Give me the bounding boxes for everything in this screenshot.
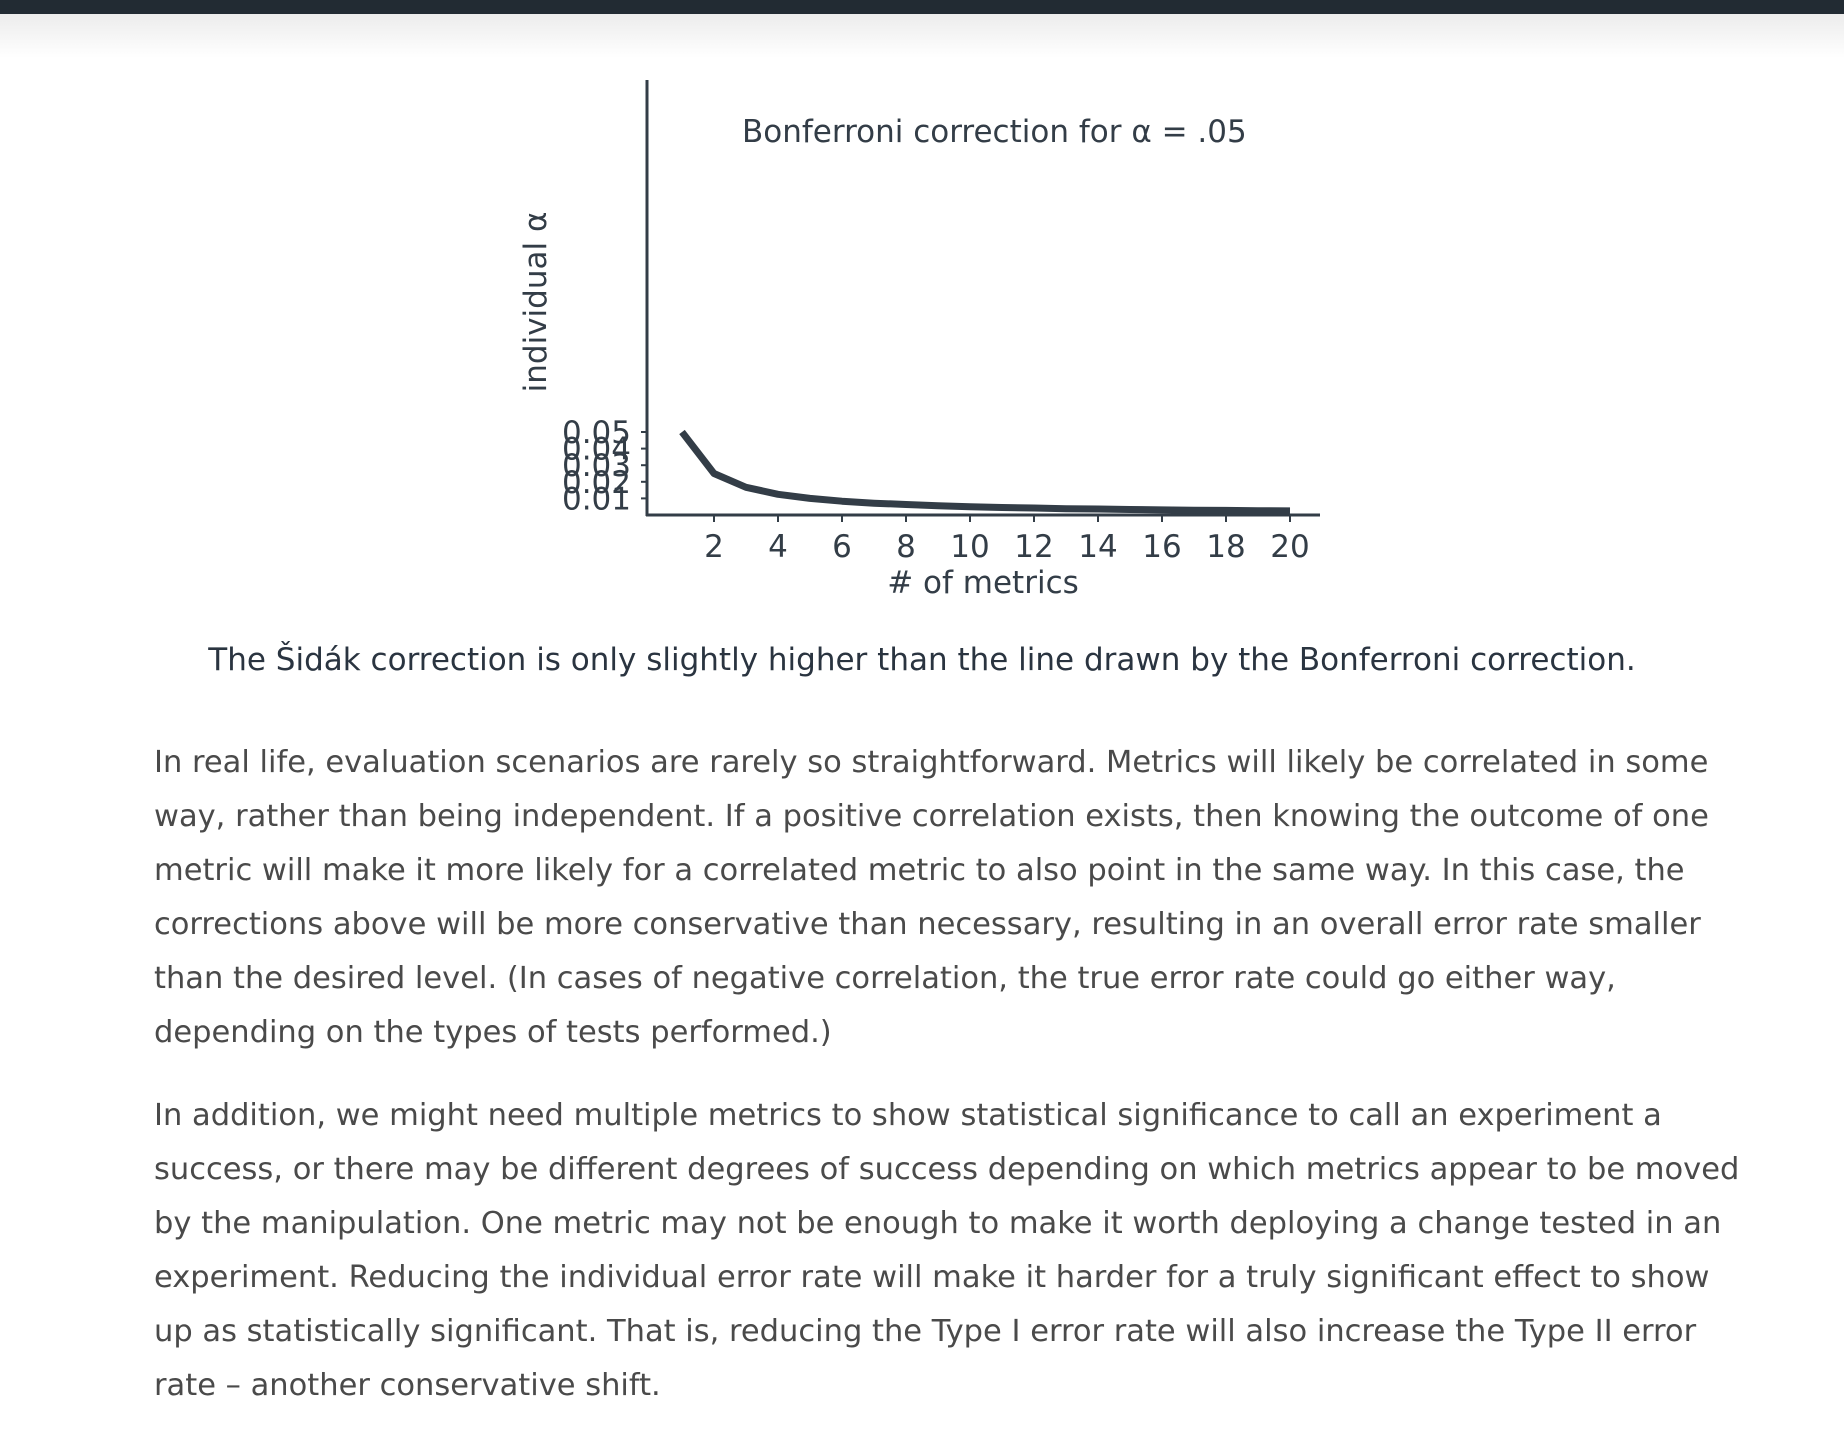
x-tick-label: 2 — [704, 529, 724, 565]
bonferroni-chart: 0.010.020.030.040.05 2 4 6 8 10 12 14 16 18 20 # of… — [518, 80, 1320, 601]
header-shadow — [0, 14, 1844, 58]
figure-caption: The Šidák correction is only slightly hi… — [208, 642, 1636, 678]
text-line: by the manipulation. One metric may not … — [154, 1206, 1722, 1241]
x-tick-label: 10 — [950, 529, 989, 565]
text-line: metric will make it more likely for a co… — [154, 853, 1685, 888]
x-tick-label: 6 — [832, 529, 852, 565]
y-tick-label: 0.02 — [562, 465, 631, 501]
bonferroni-series-line — [679, 429, 1291, 515]
paragraph-correlated-metrics: In real life, evaluation scenarios are r… — [154, 736, 1714, 1060]
text-line: success, or there may be different degre… — [154, 1152, 1740, 1187]
x-tick-label: 14 — [1078, 529, 1117, 565]
text-line: way, rather than being independent. If a… — [154, 799, 1709, 834]
text-line: experiment. Reducing the individual erro… — [154, 1260, 1710, 1295]
text-line: rate – another conservative shift. — [154, 1368, 661, 1403]
paragraph-multiple-metrics: In addition, we might need multiple metr… — [154, 1089, 1740, 1413]
x-tick-label: 4 — [768, 529, 788, 565]
y-axis-label: individual α — [518, 212, 554, 393]
text-line: corrections above will be more conservat… — [154, 907, 1701, 942]
x-tick-label: 20 — [1270, 529, 1309, 565]
x-tick-label: 18 — [1206, 529, 1245, 565]
top-navigation-bar — [0, 0, 1844, 14]
x-tick-label: 12 — [1014, 529, 1053, 565]
bonferroni-chart-figure: 0.01 0.02 0.03 0.04 0.05 2 4 6 8 10 12 14 16 18 20 # of… — [0, 0, 1844, 620]
y-tick-label: 0.05 — [562, 415, 631, 451]
y-tick-label: 0.04 — [562, 432, 631, 468]
x-tick-label: 16 — [1142, 529, 1181, 565]
text-line: up as statistically significant. That is… — [154, 1314, 1697, 1349]
y-tick-label: 0.01 — [562, 481, 631, 517]
text-line: than the desired level. (In cases of neg… — [154, 961, 1616, 996]
text-line: In real life, evaluation scenarios are r… — [154, 745, 1709, 780]
chart-title: Bonferroni correction for α = .05 — [742, 114, 1247, 150]
x-tick-label: 8 — [896, 529, 916, 565]
article-body: In real life, evaluation scenarios are r… — [154, 736, 1740, 1442]
x-axis-label: # of metrics — [887, 565, 1079, 601]
text-line: In addition, we might need multiple metr… — [154, 1098, 1662, 1133]
y-tick-label: 0.03 — [562, 448, 631, 484]
text-line: depending on the types of tests performe… — [154, 1015, 832, 1050]
